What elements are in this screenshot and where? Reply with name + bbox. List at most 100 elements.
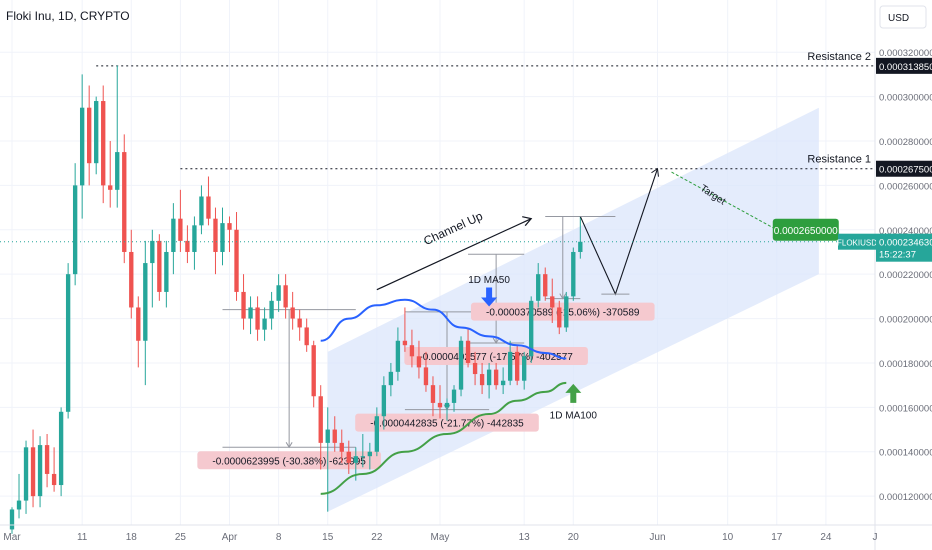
- symbol-title: Floki Inu, 1D, CRYPTO: [6, 9, 130, 23]
- candle-up: [199, 196, 204, 226]
- candle-down: [557, 307, 562, 328]
- candle-down: [213, 218, 218, 252]
- candle-up: [500, 380, 506, 386]
- resistance-levels: Resistance 2 Resistance 1: [96, 51, 875, 170]
- measure-arrow: [492, 337, 500, 344]
- level-price-tag: [876, 160, 932, 177]
- candle-down: [227, 223, 232, 230]
- candle-countdown: 15:22:37: [879, 250, 916, 261]
- candle-down: [44, 445, 50, 474]
- candle-up: [388, 371, 394, 386]
- candle-down: [339, 442, 344, 452]
- level-price-tag-label: 0.0002675000: [879, 165, 932, 176]
- candle-down: [157, 240, 162, 292]
- measure-label-box: [197, 451, 381, 470]
- current-price-label: 0.0002346307: [879, 238, 932, 249]
- candle-down: [297, 318, 302, 328]
- candle-down: [472, 362, 478, 375]
- candle-down: [122, 152, 127, 252]
- measure-arrow: [285, 442, 293, 449]
- candle-down: [51, 473, 57, 486]
- currency-label: USD: [888, 13, 909, 24]
- candle-up: [94, 101, 99, 164]
- candle-up: [374, 416, 380, 452]
- candle-down: [479, 374, 485, 386]
- candle-up: [381, 385, 387, 417]
- measure-label: -0.0000442835 (-21.77%) -442835: [370, 419, 524, 430]
- time-tick-label: 10: [722, 532, 734, 543]
- measure-label-box: [470, 302, 655, 321]
- ma100-label: 1D MA100: [550, 410, 598, 421]
- candle-down: [241, 291, 246, 319]
- candle-up: [444, 402, 450, 408]
- candle-up: [65, 274, 71, 412]
- candle-down: [283, 285, 288, 308]
- candle-down: [543, 274, 548, 297]
- candle-down: [108, 185, 113, 190]
- measure-label-box: [355, 413, 539, 432]
- candle-up: [578, 241, 583, 252]
- candle-up: [115, 152, 120, 190]
- candle-up: [269, 300, 274, 319]
- candle-down: [290, 307, 295, 319]
- candle-up: [171, 218, 176, 252]
- candle-down: [423, 367, 429, 386]
- time-tick-label: Apr: [222, 532, 238, 543]
- candle-up: [529, 300, 534, 357]
- time-tick-label: 8: [276, 532, 282, 543]
- candle-down: [416, 356, 422, 368]
- time-tick-label: 24: [820, 532, 832, 543]
- candle-up: [564, 296, 569, 328]
- symbol-tag: [838, 233, 876, 250]
- time-tick-label: 17: [771, 532, 783, 543]
- channel-arrow: [376, 218, 532, 291]
- channel-arrow-head: [522, 216, 533, 227]
- candle-up: [143, 263, 148, 341]
- ma50-label: 1D MA50: [468, 275, 510, 286]
- time-tick-label: Mar: [3, 532, 21, 543]
- candle-up: [522, 356, 527, 381]
- time-tick-label: May: [431, 532, 450, 543]
- measure-label: -0.0000402577 (-17.57%) -402577: [419, 352, 573, 363]
- time-tick-label: 11: [77, 532, 88, 543]
- candle-up: [58, 411, 64, 486]
- candle-down: [430, 385, 436, 403]
- candle-up: [360, 456, 365, 458]
- candle-up: [37, 445, 43, 497]
- candle-down: [346, 451, 351, 463]
- resistance-label: Resistance 2: [807, 51, 871, 63]
- candlestick-series: [9, 65, 583, 534]
- currency-button[interactable]: [879, 5, 927, 29]
- time-tick-label: 20: [568, 532, 580, 543]
- time-tick-label: 15: [322, 532, 334, 543]
- candle-up: [536, 274, 541, 301]
- candle-down: [234, 229, 239, 292]
- measure-label: -0.0000370589 (-15.06%) -370589: [486, 308, 640, 319]
- time-axis[interactable]: Mar 11 18 25 Apr 8 15 22 May 13 20 Jun 10 17 24 J: [0, 524, 932, 543]
- time-tick-label: 13: [519, 532, 531, 543]
- candle-up: [164, 251, 169, 292]
- candle-up: [353, 456, 358, 463]
- candle-up: [325, 429, 330, 443]
- candle-down: [550, 296, 555, 308]
- time-tick-label: 18: [126, 532, 138, 543]
- time-tick-label: J: [873, 532, 878, 543]
- candle-down: [311, 345, 316, 397]
- candle-down: [136, 307, 141, 341]
- candle-down: [87, 107, 92, 164]
- measurement-boxes: -0.0000623995 (-30.38%) -623995 -0.000044…: [197, 215, 655, 470]
- candle-up: [571, 251, 576, 297]
- candle-up: [192, 225, 197, 252]
- candle-down: [465, 340, 471, 363]
- candle-up: [276, 285, 281, 301]
